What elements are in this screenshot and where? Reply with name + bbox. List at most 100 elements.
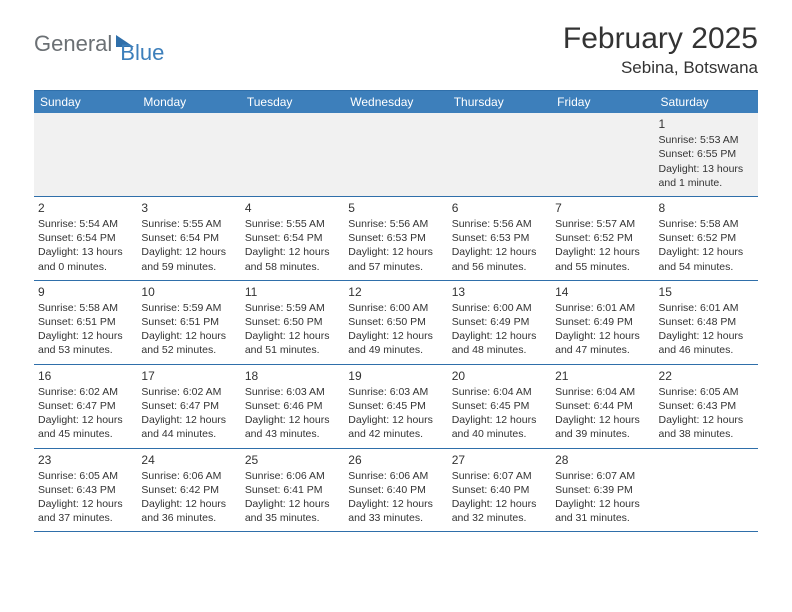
daylight-text: Daylight: 12 hours xyxy=(452,245,547,259)
day-number: 25 xyxy=(245,452,340,468)
brand-part2: Blue xyxy=(120,40,164,66)
page-header: General Blue February 2025 Sebina, Botsw… xyxy=(0,0,792,82)
sunrise-text: Sunrise: 6:07 AM xyxy=(452,469,547,483)
day-number: 4 xyxy=(245,200,340,216)
daylight-text: Daylight: 12 hours xyxy=(348,497,443,511)
week-row: 23Sunrise: 6:05 AMSunset: 6:43 PMDayligh… xyxy=(34,449,758,533)
daylight-text: and 40 minutes. xyxy=(452,427,547,441)
sunrise-text: Sunrise: 5:55 AM xyxy=(245,217,340,231)
sunset-text: Sunset: 6:42 PM xyxy=(141,483,236,497)
daylight-text: Daylight: 12 hours xyxy=(348,245,443,259)
sunset-text: Sunset: 6:39 PM xyxy=(555,483,650,497)
day-cell: 20Sunrise: 6:04 AMSunset: 6:45 PMDayligh… xyxy=(448,365,551,448)
day-header-row: SundayMondayTuesdayWednesdayThursdayFrid… xyxy=(34,91,758,113)
sunrise-text: Sunrise: 5:55 AM xyxy=(141,217,236,231)
day-number: 12 xyxy=(348,284,443,300)
day-number: 8 xyxy=(659,200,754,216)
daylight-text: Daylight: 12 hours xyxy=(348,329,443,343)
sunset-text: Sunset: 6:51 PM xyxy=(38,315,133,329)
sunrise-text: Sunrise: 5:53 AM xyxy=(659,133,754,147)
daylight-text: Daylight: 12 hours xyxy=(555,497,650,511)
daylight-text: and 35 minutes. xyxy=(245,511,340,525)
daylight-text: Daylight: 13 hours xyxy=(659,162,754,176)
day-cell: 23Sunrise: 6:05 AMSunset: 6:43 PMDayligh… xyxy=(34,449,137,532)
day-cell: 8Sunrise: 5:58 AMSunset: 6:52 PMDaylight… xyxy=(655,197,758,280)
empty-cell xyxy=(551,113,654,196)
daylight-text: Daylight: 12 hours xyxy=(141,497,236,511)
week-row: 9Sunrise: 5:58 AMSunset: 6:51 PMDaylight… xyxy=(34,281,758,365)
day-cell: 5Sunrise: 5:56 AMSunset: 6:53 PMDaylight… xyxy=(344,197,447,280)
daylight-text: Daylight: 12 hours xyxy=(245,329,340,343)
day-header: Monday xyxy=(137,91,240,113)
daylight-text: and 31 minutes. xyxy=(555,511,650,525)
daylight-text: Daylight: 12 hours xyxy=(245,413,340,427)
day-cell: 18Sunrise: 6:03 AMSunset: 6:46 PMDayligh… xyxy=(241,365,344,448)
sunrise-text: Sunrise: 6:03 AM xyxy=(348,385,443,399)
daylight-text: Daylight: 12 hours xyxy=(555,329,650,343)
day-cell: 4Sunrise: 5:55 AMSunset: 6:54 PMDaylight… xyxy=(241,197,344,280)
calendar-table: SundayMondayTuesdayWednesdayThursdayFrid… xyxy=(34,90,758,532)
daylight-text: and 58 minutes. xyxy=(245,260,340,274)
sunrise-text: Sunrise: 6:05 AM xyxy=(659,385,754,399)
day-cell: 17Sunrise: 6:02 AMSunset: 6:47 PMDayligh… xyxy=(137,365,240,448)
week-row: 1Sunrise: 5:53 AMSunset: 6:55 PMDaylight… xyxy=(34,113,758,197)
daylight-text: and 57 minutes. xyxy=(348,260,443,274)
day-cell: 9Sunrise: 5:58 AMSunset: 6:51 PMDaylight… xyxy=(34,281,137,364)
sunrise-text: Sunrise: 5:59 AM xyxy=(141,301,236,315)
sunrise-text: Sunrise: 6:07 AM xyxy=(555,469,650,483)
day-number: 28 xyxy=(555,452,650,468)
day-cell: 26Sunrise: 6:06 AMSunset: 6:40 PMDayligh… xyxy=(344,449,447,532)
day-number: 16 xyxy=(38,368,133,384)
sunrise-text: Sunrise: 6:06 AM xyxy=(245,469,340,483)
sunset-text: Sunset: 6:45 PM xyxy=(452,399,547,413)
day-number: 19 xyxy=(348,368,443,384)
sunrise-text: Sunrise: 6:05 AM xyxy=(38,469,133,483)
sunset-text: Sunset: 6:49 PM xyxy=(555,315,650,329)
day-header: Sunday xyxy=(34,91,137,113)
daylight-text: Daylight: 12 hours xyxy=(659,413,754,427)
day-header: Friday xyxy=(551,91,654,113)
sunset-text: Sunset: 6:43 PM xyxy=(659,399,754,413)
sunrise-text: Sunrise: 6:00 AM xyxy=(452,301,547,315)
daylight-text: Daylight: 12 hours xyxy=(141,245,236,259)
daylight-text: Daylight: 12 hours xyxy=(659,245,754,259)
sunrise-text: Sunrise: 6:02 AM xyxy=(38,385,133,399)
day-number: 13 xyxy=(452,284,547,300)
daylight-text: Daylight: 12 hours xyxy=(555,245,650,259)
empty-cell xyxy=(448,113,551,196)
sunrise-text: Sunrise: 6:01 AM xyxy=(659,301,754,315)
daylight-text: Daylight: 12 hours xyxy=(659,329,754,343)
sunset-text: Sunset: 6:47 PM xyxy=(38,399,133,413)
daylight-text: and 33 minutes. xyxy=(348,511,443,525)
sunrise-text: Sunrise: 6:04 AM xyxy=(555,385,650,399)
sunset-text: Sunset: 6:54 PM xyxy=(141,231,236,245)
brand-part1: General xyxy=(34,31,112,57)
brand-logo: General Blue xyxy=(34,22,164,66)
day-cell: 28Sunrise: 6:07 AMSunset: 6:39 PMDayligh… xyxy=(551,449,654,532)
day-number: 2 xyxy=(38,200,133,216)
daylight-text: Daylight: 12 hours xyxy=(245,497,340,511)
daylight-text: and 44 minutes. xyxy=(141,427,236,441)
empty-cell xyxy=(34,113,137,196)
sunset-text: Sunset: 6:51 PM xyxy=(141,315,236,329)
sunset-text: Sunset: 6:40 PM xyxy=(452,483,547,497)
day-number: 20 xyxy=(452,368,547,384)
sunrise-text: Sunrise: 5:57 AM xyxy=(555,217,650,231)
day-number: 22 xyxy=(659,368,754,384)
day-header: Wednesday xyxy=(344,91,447,113)
day-header: Thursday xyxy=(448,91,551,113)
sunset-text: Sunset: 6:55 PM xyxy=(659,147,754,161)
day-number: 15 xyxy=(659,284,754,300)
day-cell: 12Sunrise: 6:00 AMSunset: 6:50 PMDayligh… xyxy=(344,281,447,364)
day-cell: 25Sunrise: 6:06 AMSunset: 6:41 PMDayligh… xyxy=(241,449,344,532)
sunset-text: Sunset: 6:46 PM xyxy=(245,399,340,413)
sunrise-text: Sunrise: 6:01 AM xyxy=(555,301,650,315)
sunset-text: Sunset: 6:52 PM xyxy=(659,231,754,245)
empty-cell xyxy=(344,113,447,196)
day-number: 18 xyxy=(245,368,340,384)
daylight-text: and 45 minutes. xyxy=(38,427,133,441)
day-cell: 24Sunrise: 6:06 AMSunset: 6:42 PMDayligh… xyxy=(137,449,240,532)
daylight-text: Daylight: 12 hours xyxy=(348,413,443,427)
daylight-text: and 54 minutes. xyxy=(659,260,754,274)
daylight-text: and 37 minutes. xyxy=(38,511,133,525)
